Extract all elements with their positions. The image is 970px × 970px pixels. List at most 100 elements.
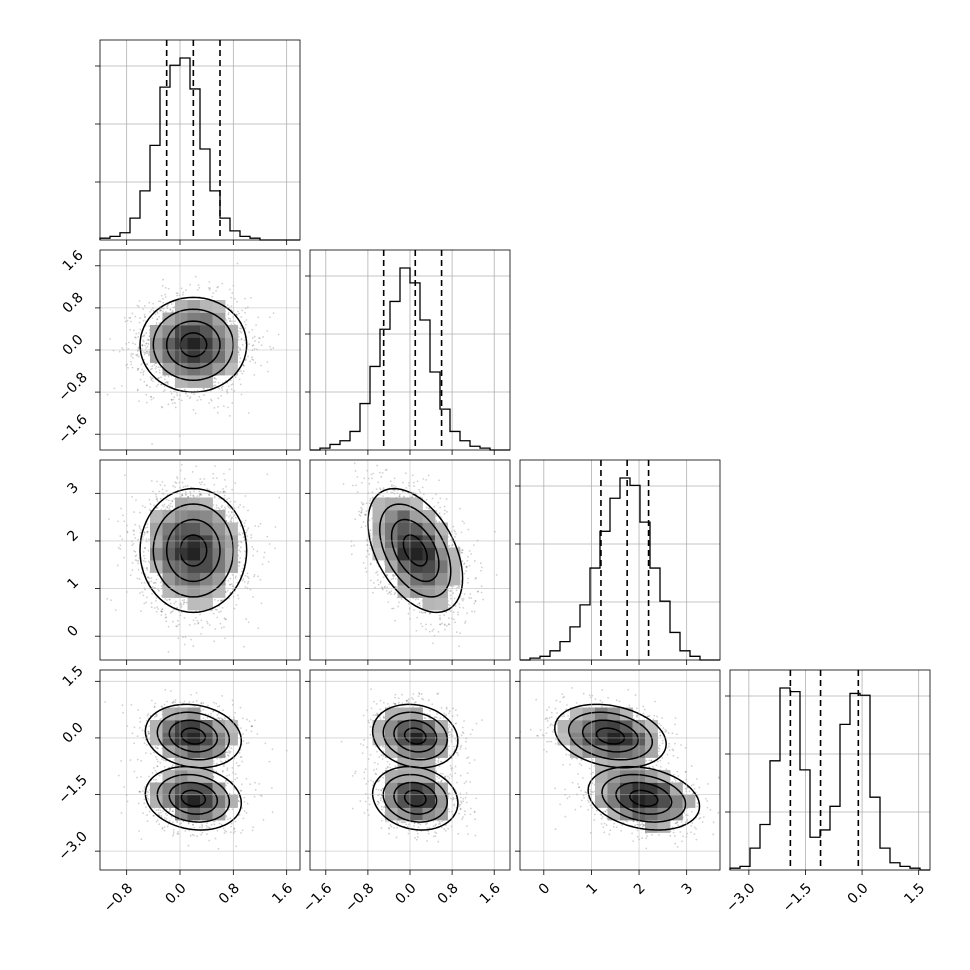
sample-point bbox=[213, 407, 216, 409]
density-cell bbox=[212, 510, 226, 523]
sample-point bbox=[184, 289, 187, 292]
sample-point bbox=[222, 488, 224, 490]
sample-point bbox=[450, 589, 452, 592]
sample-point bbox=[137, 562, 139, 565]
sample-point bbox=[168, 598, 171, 601]
sample-point bbox=[180, 606, 183, 609]
sample-point bbox=[150, 398, 153, 401]
sample-point bbox=[120, 507, 123, 510]
hist-panel-1 bbox=[305, 249, 511, 451]
sample-point bbox=[251, 337, 254, 339]
sample-point bbox=[238, 312, 240, 315]
sample-point bbox=[163, 389, 166, 391]
sample-point bbox=[182, 603, 185, 606]
sample-point bbox=[147, 339, 150, 342]
sample-point bbox=[254, 340, 256, 342]
sample-point bbox=[213, 483, 216, 486]
sample-point bbox=[158, 300, 160, 303]
sample-point bbox=[229, 379, 232, 382]
sample-point bbox=[461, 549, 464, 552]
sample-point bbox=[157, 574, 159, 577]
sample-point bbox=[217, 406, 219, 408]
sample-point bbox=[223, 472, 225, 475]
sample-point bbox=[233, 323, 236, 326]
sample-point bbox=[192, 408, 195, 411]
sample-point bbox=[159, 497, 162, 500]
sample-point bbox=[153, 607, 156, 609]
sample-point bbox=[238, 327, 241, 330]
sample-point bbox=[208, 281, 211, 283]
sample-point bbox=[230, 383, 233, 386]
sample-point bbox=[225, 485, 227, 488]
sample-point bbox=[252, 344, 255, 347]
sample-point bbox=[226, 388, 229, 391]
sample-point bbox=[227, 505, 229, 507]
density-cell bbox=[200, 597, 213, 611]
scatter-panel-2-0 bbox=[99, 451, 301, 661]
sample-point bbox=[137, 355, 140, 358]
sample-point bbox=[165, 310, 167, 313]
sample-point bbox=[266, 361, 269, 363]
sample-point bbox=[239, 347, 241, 350]
sample-point bbox=[224, 618, 227, 621]
sample-point bbox=[142, 351, 145, 353]
sample-point bbox=[178, 398, 180, 401]
sample-point bbox=[161, 594, 163, 597]
sample-point bbox=[228, 414, 231, 417]
sample-point bbox=[229, 500, 232, 503]
sample-point bbox=[120, 384, 123, 387]
density-cell bbox=[162, 535, 176, 548]
sample-point bbox=[133, 329, 135, 332]
sample-point bbox=[161, 488, 164, 491]
sample-point bbox=[119, 548, 122, 550]
sample-point bbox=[234, 500, 236, 503]
sample-point bbox=[134, 336, 136, 339]
sample-point bbox=[263, 551, 266, 554]
density-cell bbox=[175, 560, 188, 573]
sample-point bbox=[158, 315, 161, 318]
sample-point bbox=[129, 328, 132, 331]
sample-point bbox=[244, 519, 247, 522]
sample-point bbox=[185, 392, 187, 395]
density-cell bbox=[162, 547, 176, 561]
sample-point bbox=[148, 577, 151, 580]
sample-point bbox=[176, 294, 178, 297]
sample-point bbox=[108, 518, 110, 520]
sample-point bbox=[244, 495, 247, 497]
sample-point bbox=[147, 354, 150, 357]
sample-point bbox=[135, 451, 137, 453]
sample-point bbox=[186, 395, 189, 397]
sample-point bbox=[171, 402, 174, 405]
sample-point bbox=[165, 489, 168, 492]
sample-point bbox=[143, 313, 146, 316]
sample-point bbox=[189, 490, 192, 493]
sample-point bbox=[198, 395, 201, 398]
sample-point bbox=[141, 344, 144, 347]
sample-point bbox=[143, 581, 146, 584]
sample-point bbox=[461, 551, 464, 554]
density-cell bbox=[175, 362, 188, 376]
sample-point bbox=[183, 617, 186, 619]
sample-point bbox=[171, 499, 174, 502]
sample-point bbox=[161, 610, 163, 613]
sample-point bbox=[132, 529, 135, 532]
sample-point bbox=[164, 616, 167, 619]
sample-point bbox=[452, 585, 455, 588]
sample-point bbox=[258, 337, 260, 339]
density-cell bbox=[212, 522, 226, 536]
panel-frame bbox=[519, 459, 721, 661]
sample-point bbox=[247, 580, 250, 583]
sample-point bbox=[155, 495, 158, 498]
sample-point bbox=[257, 525, 260, 528]
scatter-panel-2-1 bbox=[309, 459, 511, 661]
panel-frame bbox=[729, 669, 931, 871]
sample-point bbox=[155, 365, 158, 368]
sample-point bbox=[145, 601, 147, 604]
sample-point bbox=[176, 606, 179, 609]
sample-point bbox=[140, 610, 142, 612]
sample-point bbox=[251, 344, 254, 347]
sample-point bbox=[236, 310, 239, 313]
sample-point bbox=[213, 640, 216, 643]
sample-point bbox=[139, 317, 141, 319]
sample-point bbox=[142, 594, 145, 597]
